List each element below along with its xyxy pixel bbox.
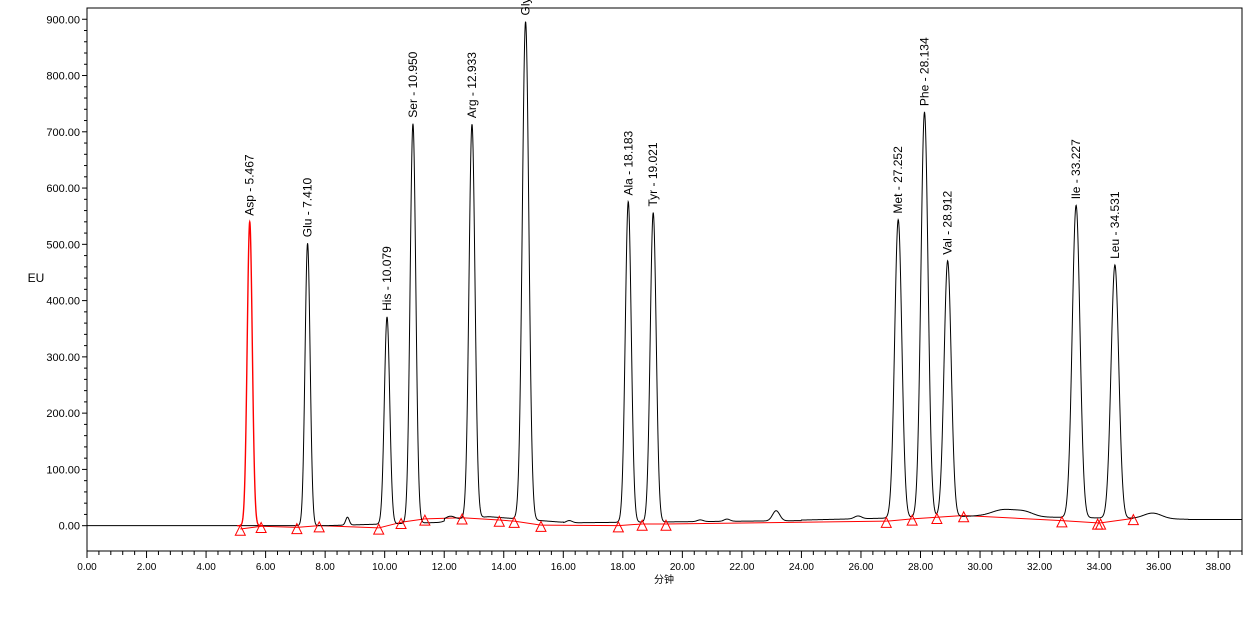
baseline-segment bbox=[540, 524, 619, 527]
peak-label: Gly - 14.733 bbox=[519, 0, 533, 16]
x-tick-label: 10.00 bbox=[372, 562, 397, 573]
peak-label: Val - 28.912 bbox=[941, 191, 955, 255]
baseline-segment bbox=[665, 520, 887, 525]
peak-label: Arg - 12.933 bbox=[465, 52, 479, 118]
plot-border bbox=[86, 7, 1243, 552]
y-tick-label: 200.00 bbox=[46, 408, 80, 420]
x-tick-label: 14.00 bbox=[491, 562, 516, 573]
x-tick-label: 16.00 bbox=[551, 562, 576, 573]
peak-label: Leu - 34.531 bbox=[1108, 191, 1122, 259]
x-tick-label: 32.00 bbox=[1027, 562, 1052, 573]
integration-marker bbox=[493, 515, 506, 527]
peak-label: Tyr - 19.021 bbox=[646, 142, 660, 206]
baseline-segment bbox=[514, 520, 542, 526]
x-tick-label: 38.00 bbox=[1206, 562, 1231, 573]
y-axis-label: EU bbox=[28, 271, 45, 285]
x-tick-label: 28.00 bbox=[908, 562, 933, 573]
baseline-segment bbox=[963, 515, 1062, 522]
y-tick-label: 900.00 bbox=[46, 14, 80, 26]
peak-label: Ser - 10.950 bbox=[406, 51, 420, 117]
integration-marker bbox=[906, 514, 918, 526]
integration-baselines bbox=[240, 515, 1134, 530]
signal-line bbox=[87, 21, 1242, 527]
x-tick-label: 18.00 bbox=[610, 562, 635, 573]
y-axis: 0.00 100.00 200.00 300.00 400.00 500.00 600.00… bbox=[46, 14, 87, 533]
integration-marker bbox=[508, 516, 520, 528]
baseline-segment bbox=[886, 518, 913, 522]
integration-marker bbox=[456, 512, 468, 525]
integration-marker bbox=[1056, 515, 1068, 528]
x-tick-label: 6.00 bbox=[256, 562, 276, 573]
integration-marker bbox=[234, 524, 247, 536]
x-tick-label: 2.00 bbox=[137, 562, 157, 573]
x-axis: 0.00 2.00 4.00 6.00 8.00 10.00 12.00 14.00 16.00… bbox=[77, 551, 1243, 573]
baseline-segment bbox=[240, 525, 262, 530]
x-tick-label: 8.00 bbox=[315, 562, 335, 573]
baseline-segment bbox=[296, 525, 320, 528]
integration-marker bbox=[957, 510, 970, 523]
peak-label: Asp - 5.467 bbox=[243, 154, 257, 216]
integration-marker bbox=[880, 516, 893, 528]
x-tick-label: 34.00 bbox=[1087, 562, 1112, 573]
baseline-segment bbox=[912, 516, 937, 520]
peak-label: His - 10.079 bbox=[380, 246, 394, 311]
baseline-segment bbox=[618, 523, 643, 527]
highlighted-peak bbox=[237, 219, 263, 527]
x-tick-label: 26.00 bbox=[848, 562, 873, 573]
y-tick-label: 700.00 bbox=[46, 127, 80, 139]
integration-markers bbox=[234, 510, 1140, 536]
integration-marker bbox=[291, 522, 303, 535]
integration-marker bbox=[255, 521, 267, 533]
y-tick-label: 600.00 bbox=[46, 183, 80, 195]
baseline-segment bbox=[462, 517, 500, 521]
x-axis-label: 分钟 bbox=[654, 573, 674, 586]
integration-marker bbox=[612, 520, 625, 533]
x-tick-label: 24.00 bbox=[789, 562, 814, 573]
x-tick-label: 12.00 bbox=[432, 562, 457, 573]
x-tick-label: 30.00 bbox=[968, 562, 993, 573]
baseline-segment bbox=[1100, 517, 1134, 524]
y-tick-label: 400.00 bbox=[46, 296, 80, 308]
integration-marker bbox=[372, 523, 385, 535]
baseline-segment bbox=[400, 518, 425, 523]
integration-marker bbox=[636, 519, 648, 531]
peak-label: Glu - 7.410 bbox=[301, 178, 315, 238]
baseline-segment bbox=[1061, 520, 1098, 524]
x-tick-label: 22.00 bbox=[729, 562, 754, 573]
x-tick-label: 4.00 bbox=[196, 562, 216, 573]
integration-marker bbox=[535, 520, 547, 532]
signal-trace bbox=[87, 21, 1242, 527]
baseline-segment bbox=[261, 525, 297, 528]
integration-marker bbox=[395, 517, 407, 530]
y-tick-label: 0.00 bbox=[59, 521, 80, 533]
y-tick-label: 800.00 bbox=[46, 71, 80, 83]
peak-label: Phe - 28.134 bbox=[918, 37, 932, 106]
x-tick-label: 20.00 bbox=[670, 562, 695, 573]
integration-marker bbox=[660, 519, 672, 531]
integration-marker bbox=[1094, 517, 1107, 530]
peak-label: Met - 27.252 bbox=[891, 146, 905, 214]
peak-label: Ala - 18.183 bbox=[621, 130, 635, 195]
x-tick-label: 36.00 bbox=[1146, 562, 1171, 573]
y-tick-label: 300.00 bbox=[46, 352, 80, 364]
integration-marker bbox=[419, 514, 431, 526]
peak-labels: Asp - 5.467 Glu - 7.410 His - 10.079 Ser - … bbox=[243, 0, 1122, 311]
y-tick-label: 100.00 bbox=[46, 464, 80, 476]
peak-label: Ile - 33.227 bbox=[1069, 139, 1083, 199]
integration-marker bbox=[313, 520, 325, 533]
integration-marker bbox=[1127, 513, 1140, 526]
y-tick-label: 500.00 bbox=[46, 239, 80, 251]
plot-frame bbox=[86, 7, 1243, 552]
integration-marker bbox=[931, 512, 943, 524]
baseline-segment bbox=[936, 515, 964, 518]
x-tick-label: 0.00 bbox=[77, 562, 97, 573]
